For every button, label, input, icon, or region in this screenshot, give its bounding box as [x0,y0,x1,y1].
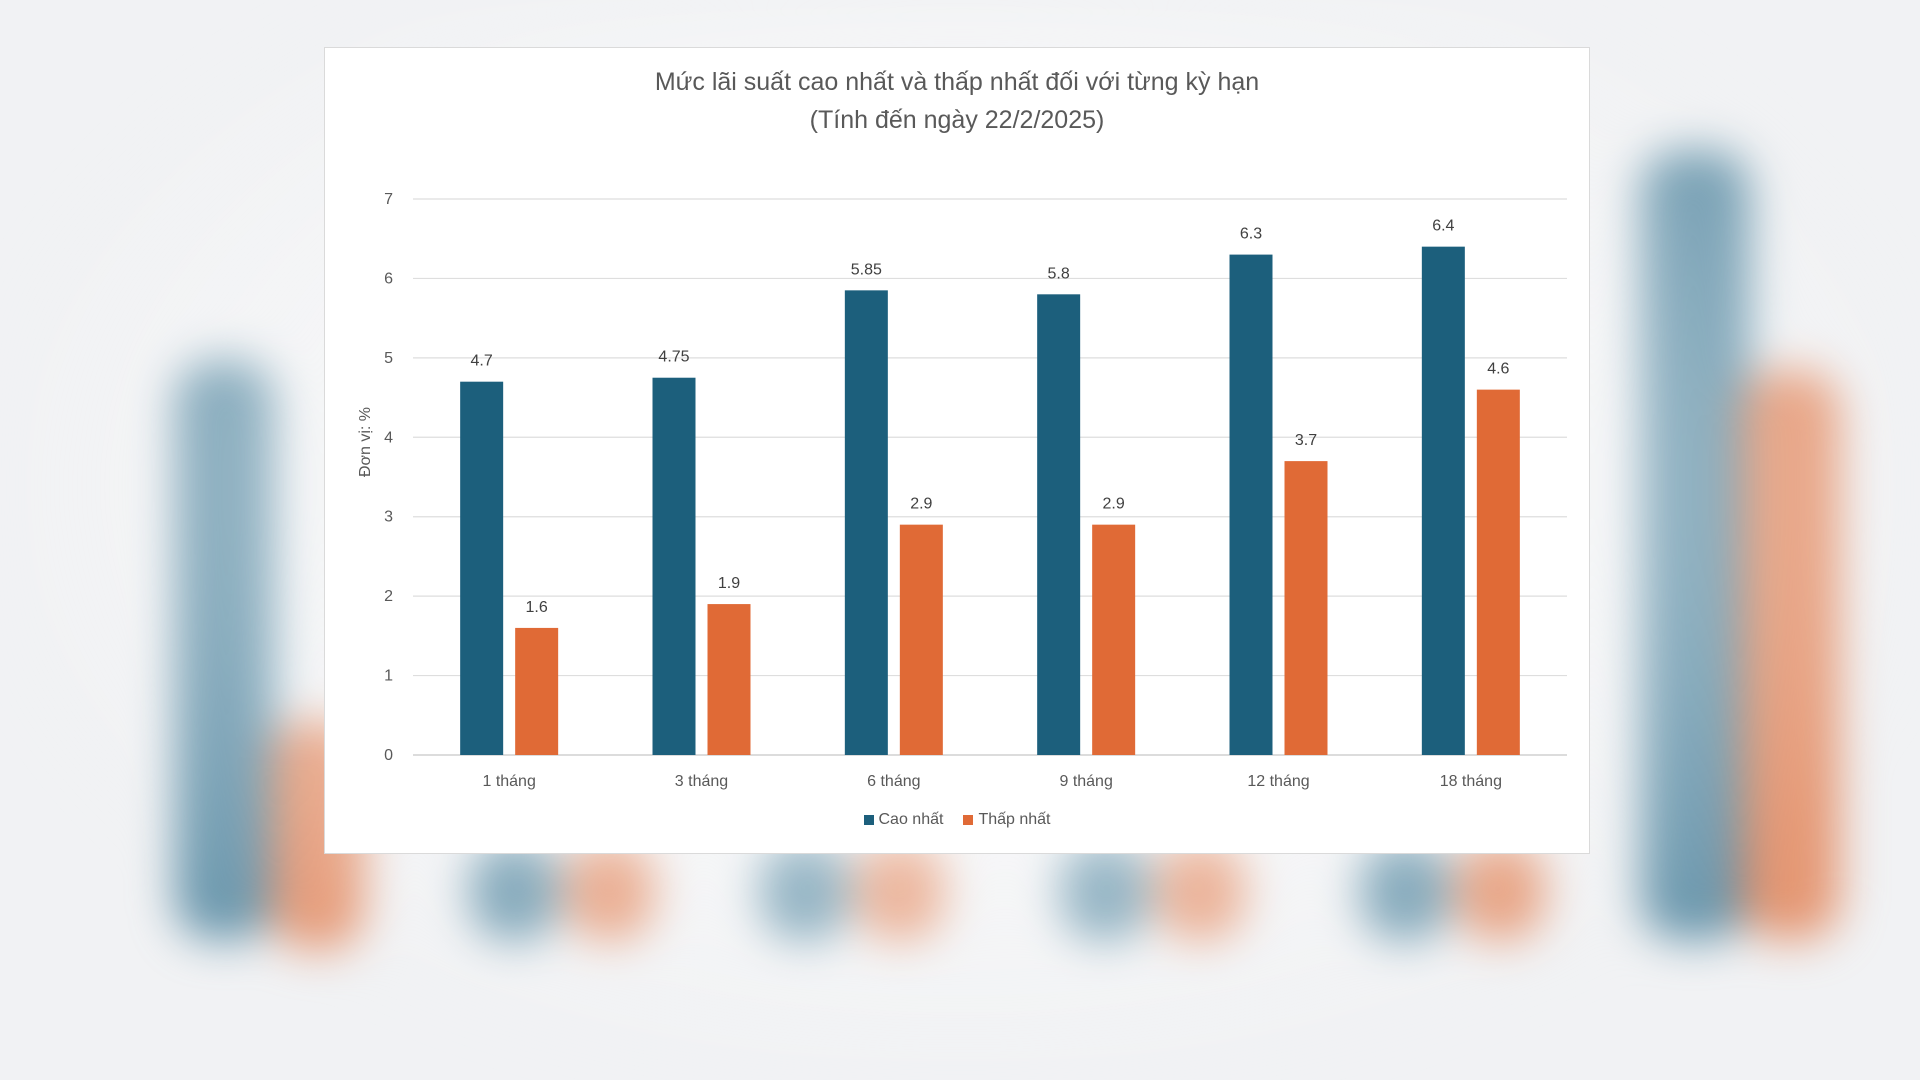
y-tick-label: 5 [384,350,393,367]
x-tick-label: 18 tháng [1440,773,1502,790]
x-tick-label: 3 tháng [675,773,728,790]
data-label: 5.8 [1048,265,1070,282]
bar-high [1421,246,1465,755]
bar-low [515,627,559,755]
data-label: 1.6 [526,599,548,616]
x-tick-label: 9 tháng [1059,773,1112,790]
legend-label-high: Cao nhất [878,811,944,828]
legend-swatch-low [963,815,974,825]
data-label: 4.75 [658,349,689,366]
data-label: 6.4 [1432,218,1454,235]
y-tick-label: 2 [384,588,393,605]
data-label: 5.85 [851,261,882,278]
x-tick-label: 6 tháng [867,773,920,790]
chart-legend: Cao nhất Thấp nhất [325,811,1589,829]
y-tick-label: 6 [384,270,393,287]
bar-low [1092,524,1136,755]
bar-low [707,604,751,755]
y-tick-label: 4 [384,429,393,446]
y-axis-label: Đơn vị: % [357,407,374,477]
bar-low [1476,389,1520,755]
data-label: 2.9 [910,496,932,513]
data-label: 4.7 [471,353,493,370]
y-tick-label: 0 [384,747,393,764]
data-label: 2.9 [1103,496,1125,513]
x-tick-label: 12 tháng [1247,773,1309,790]
bar-high [460,381,504,755]
legend-label-low: Thấp nhất [978,811,1051,828]
chart-subtitle: (Tính đến ngày 22/2/2025) [809,106,1105,134]
x-tick-label: 1 tháng [482,773,535,790]
data-label: 6.3 [1240,226,1262,243]
bar-chart: 0 1 2 3 4 5 6 7 Đơn vị: % 4.7 1.6 1 tháng 4.75 1.9 3 t… [357,191,1567,790]
bar-high [1037,294,1081,755]
chart-card: Mức lãi suất cao nhất và thấp nhất đối v… [324,47,1590,854]
bar-high [844,290,888,755]
legend-item-low: Thấp nhất [963,811,1051,829]
bar-low [1284,461,1328,755]
chart-title: Mức lãi suất cao nhất và thấp nhất đối v… [654,68,1260,96]
legend-item-high: Cao nhất [863,811,944,829]
legend-swatch-high [863,815,874,825]
y-tick-label: 3 [384,509,393,526]
bar-high [652,377,696,755]
y-tick-label: 7 [384,191,393,208]
data-label: 3.7 [1295,432,1317,449]
y-tick-label: 1 [384,668,393,685]
bar-high [1229,254,1273,755]
data-label: 4.6 [1487,361,1509,378]
bar-low [899,524,943,755]
data-label: 1.9 [718,575,740,592]
